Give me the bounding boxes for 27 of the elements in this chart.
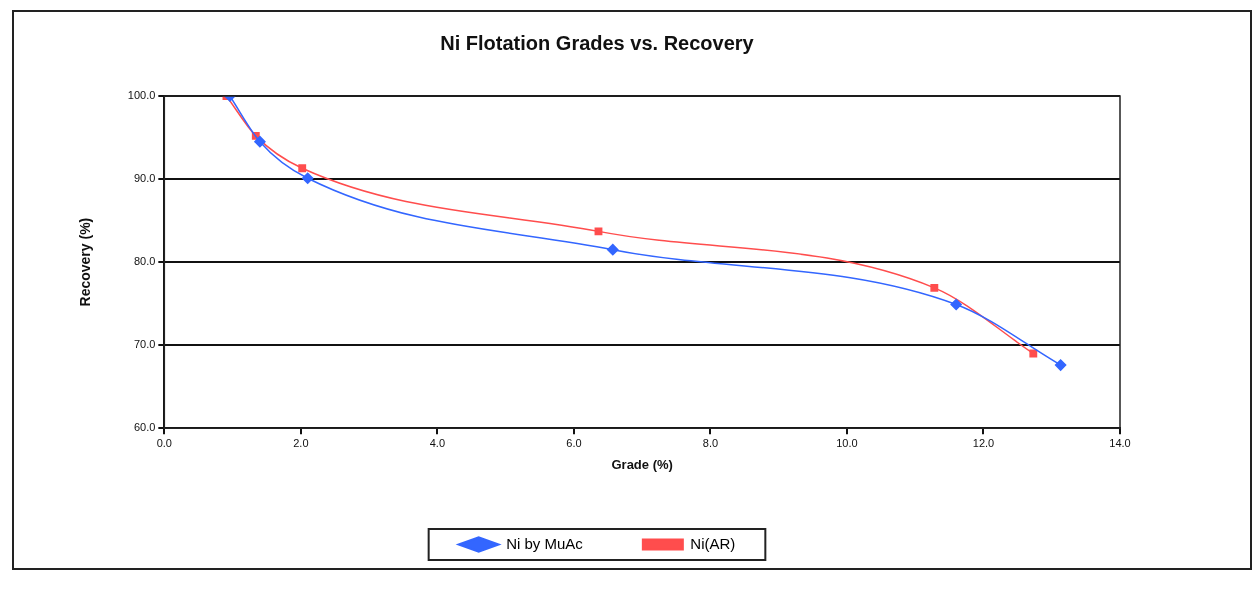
y-tick-label: 60.0 — [133, 421, 156, 434]
x-axis-title: Grade (%) — [611, 456, 673, 472]
x-tick-label: 0.0 — [156, 436, 172, 449]
point — [298, 164, 307, 173]
y-tick-label: 100.0 — [127, 89, 156, 102]
y-tick-label: 70.0 — [133, 338, 156, 351]
x-tick-label: 2.0 — [293, 436, 309, 449]
legend-label: Ni(AR) — [690, 534, 736, 552]
y-axis-title: Recovery (%) — [77, 217, 94, 307]
x-tick-label: 14.0 — [1109, 436, 1131, 449]
point — [1054, 359, 1067, 371]
x-tick-label: 10.0 — [836, 436, 858, 449]
y-tick-label: 80.0 — [133, 255, 156, 268]
y-tick-label: 90.0 — [133, 172, 156, 185]
x-tick-label: 8.0 — [702, 436, 719, 449]
point — [254, 135, 266, 148]
x-tick-label: 6.0 — [566, 436, 582, 449]
legend-label: Ni by MuAc — [506, 534, 584, 552]
point — [1029, 349, 1038, 358]
x-tick-label: 4.0 — [429, 436, 446, 449]
chart-title: Ni Flotation Grades vs. Recovery — [440, 31, 755, 54]
point — [594, 227, 603, 236]
point — [930, 283, 939, 292]
point — [301, 172, 314, 184]
point — [607, 243, 619, 256]
x-tick-label: 12.0 — [972, 436, 995, 449]
point — [950, 298, 962, 311]
